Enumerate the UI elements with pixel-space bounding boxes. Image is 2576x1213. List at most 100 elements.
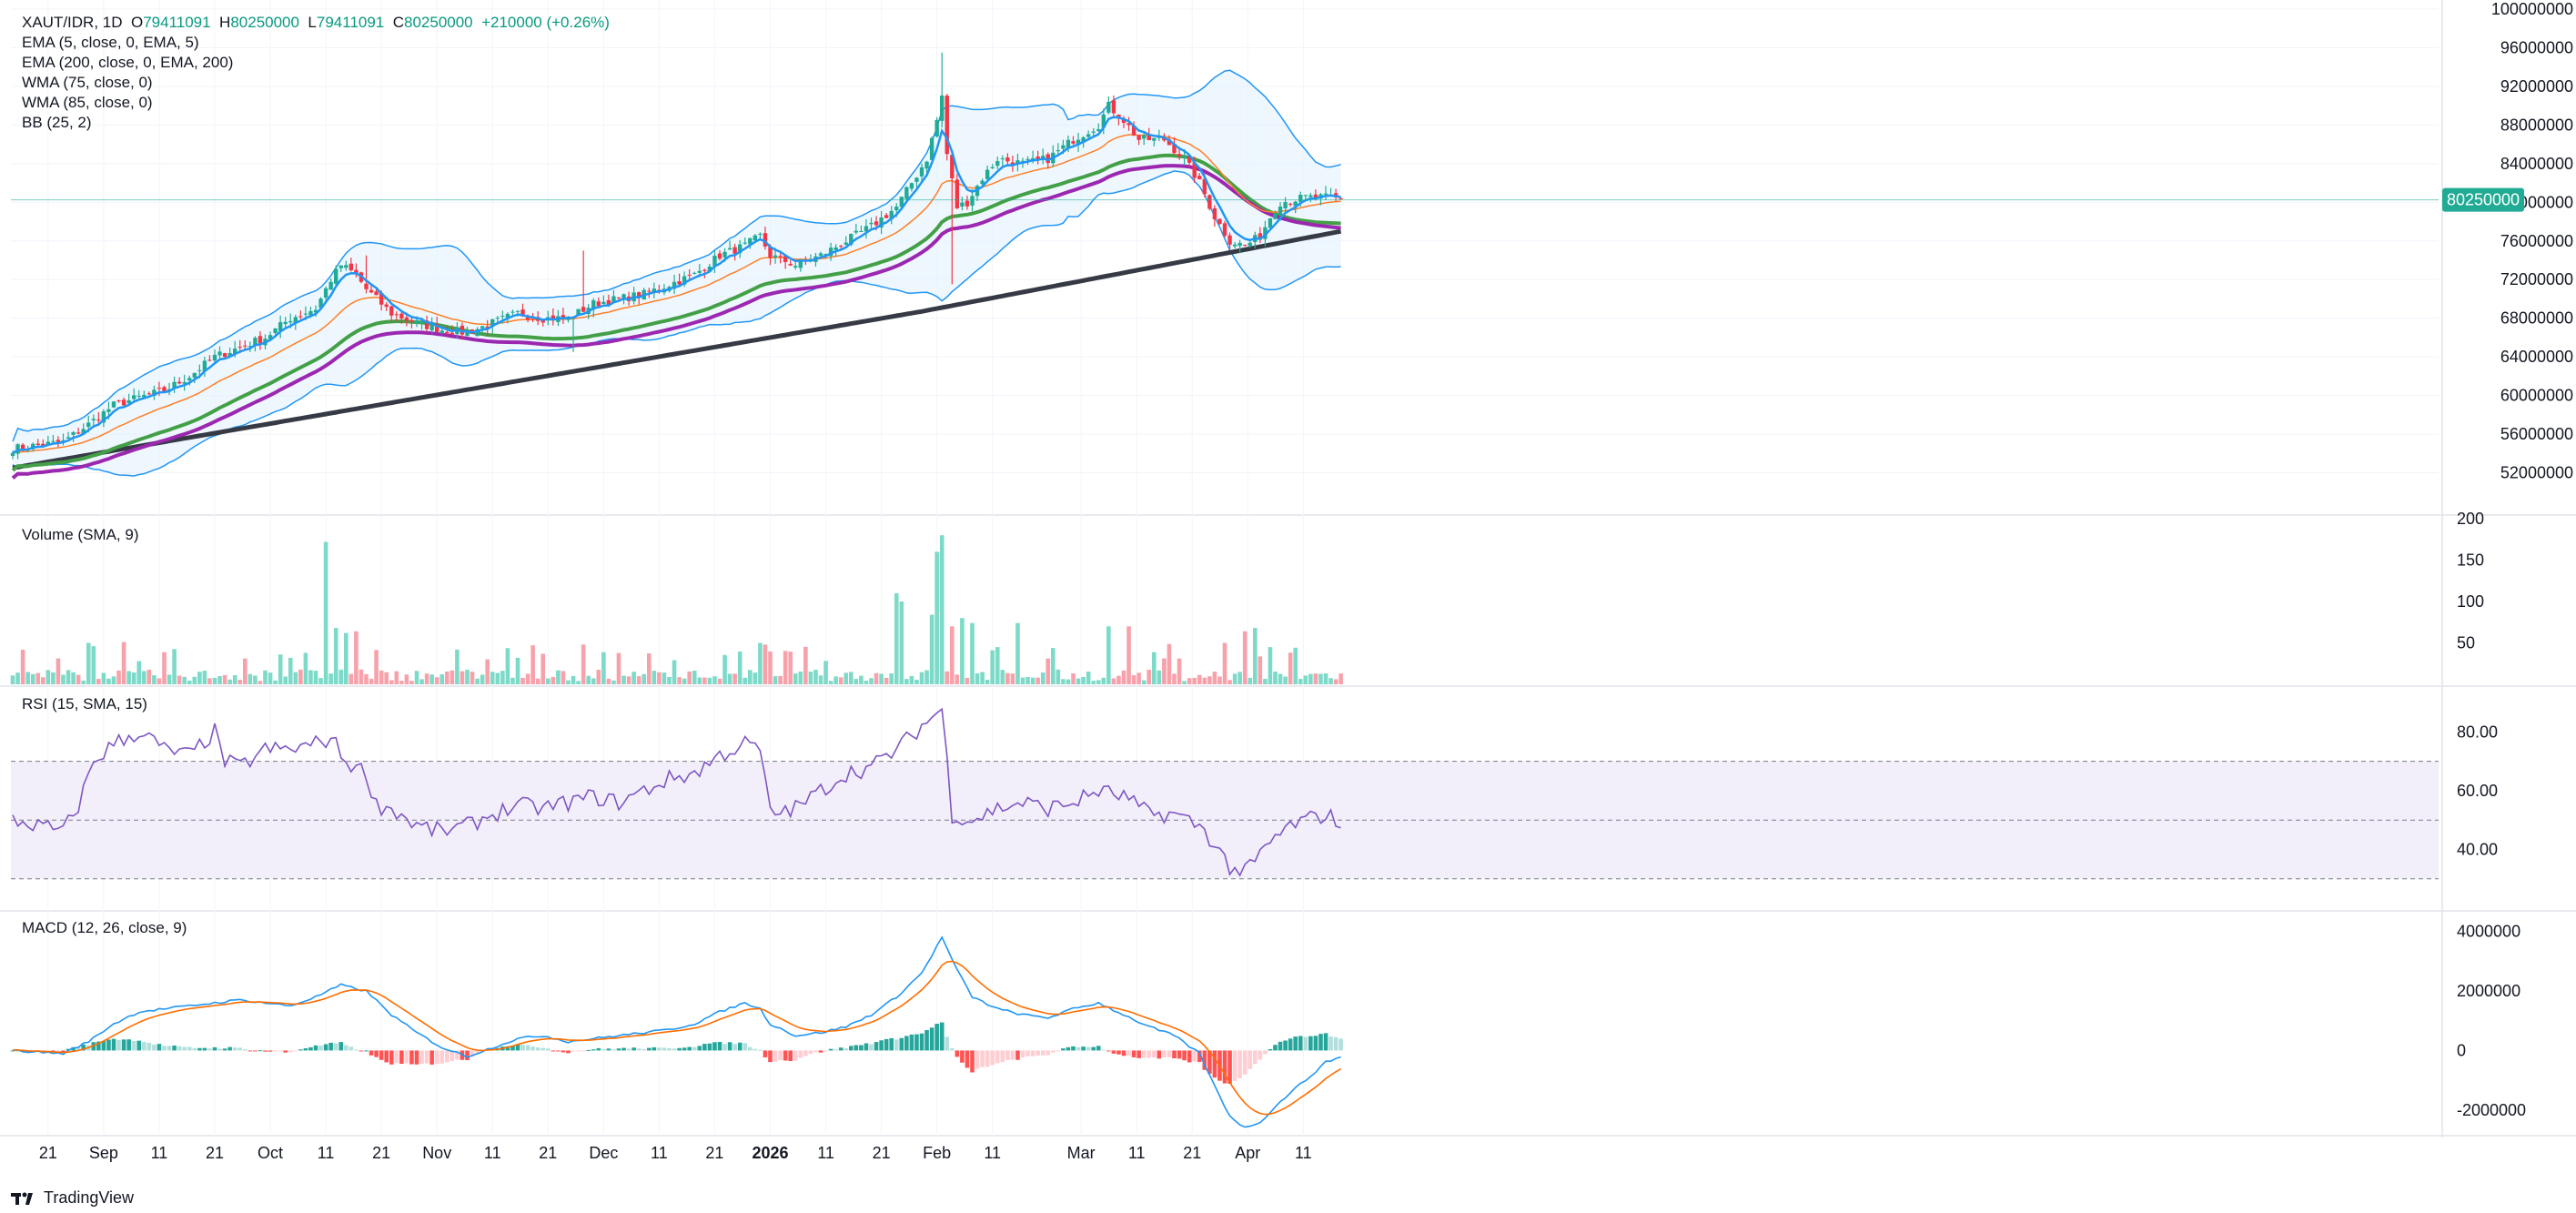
macd-hist-bar [970,1050,975,1073]
volume-bar [1030,677,1035,684]
volume-bar [904,679,909,684]
macd-hist-bar [525,1045,530,1051]
volume-bar [445,671,450,684]
macd-hist-bar [737,1042,742,1051]
macd-hist-bar [1237,1050,1242,1078]
candle-body [1308,195,1313,197]
volume-bar [1152,652,1157,684]
macd-hist-bar [237,1047,243,1051]
macd-hist-bar [1207,1050,1212,1074]
volume-bar [439,674,445,684]
candle-body [303,313,308,315]
time-tick-label: 21 [39,1144,57,1162]
macd-hist-bar [960,1050,965,1063]
candle-body [1152,137,1157,141]
macd-hist-bar [798,1050,803,1058]
indicator-wma75[interactable]: WMA (75, close, 0) [22,74,153,91]
rsi-pane-label[interactable]: RSI (15, SMA, 15) [22,695,147,713]
candle-body [344,265,349,268]
volume-bar [192,676,197,684]
rsi-tick-label: 40.00 [2457,840,2498,858]
volume-bar [364,673,369,684]
candle-body [349,263,354,271]
volume-bar [1101,677,1106,684]
candle-body [940,95,945,121]
volume-bar [758,642,763,684]
time-tick-label: 11 [1128,1144,1146,1162]
volume-bar [1273,672,1278,684]
macd-hist-bar [303,1047,308,1051]
macd-hist-bar [399,1050,404,1065]
volume-bar [1136,672,1141,684]
volume-bar [737,652,742,684]
macd-hist-bar [611,1049,616,1051]
macd-hist-bar [652,1046,657,1051]
candle-body [950,155,955,178]
volume-bar [399,681,404,684]
volume-pane-label[interactable]: Volume (SMA, 9) [22,526,139,543]
volume-bar [369,678,374,684]
candle-body [697,270,702,273]
candle-body [187,378,192,380]
candle-body [273,328,278,333]
macd-hist-bar [591,1049,596,1051]
macd-pane-label[interactable]: MACD (12, 26, close, 9) [22,919,187,936]
indicator-ema200[interactable]: EMA (200, close, 0, EMA, 200) [22,54,234,71]
candle-body [121,399,126,406]
symbol-label[interactable]: XAUT/IDR, 1D [22,14,123,31]
volume-bar [247,673,253,684]
macd-hist-bar [889,1037,894,1051]
macd-hist-bar [702,1044,707,1051]
candle-body [727,248,732,250]
candle-body [652,288,657,292]
candle-body [394,314,399,316]
volume-bar [1116,675,1121,684]
volume-bar [727,673,732,684]
macd-hist-bar [470,1050,475,1057]
brand[interactable]: TradingView [11,1188,134,1208]
macd-hist-bar [1010,1050,1015,1060]
candle-body [945,96,949,155]
macd-hist-bar [1020,1050,1025,1058]
indicator-ema5[interactable]: EMA (5, close, 0, EMA, 5) [22,34,199,51]
candle-body [45,441,51,446]
macd-hist-bar [369,1050,374,1056]
time-tick-label: Sep [89,1144,118,1162]
candle-body [1227,235,1232,245]
volume-bar [586,675,591,684]
volume-bar [157,678,162,684]
candle-body [672,281,677,289]
macd-hist-bar [313,1045,318,1051]
candle-body [101,410,106,423]
volume-bar [838,677,844,684]
time-tick-label: 21 [1183,1144,1201,1162]
volume-bar [495,672,500,684]
volume-bar [732,673,737,684]
macd-hist-bar [859,1045,864,1051]
volume-bar [142,671,146,684]
indicator-bb[interactable]: BB (25, 2) [22,114,92,131]
time-tick-label: Apr [1235,1144,1260,1162]
volume-bar [601,652,606,684]
volume-bar [884,677,889,684]
candle-body [288,320,293,323]
macd-hist-bar [687,1046,692,1051]
macd-hist-bar [152,1044,157,1051]
volume-bar [15,672,20,684]
last-price-tag [2442,187,2524,212]
candle-body [818,253,823,256]
price-tick-label: 84000000 [2500,155,2573,173]
volume-bar [212,677,217,684]
volume-bar [66,670,71,684]
candle-body [1202,178,1207,195]
candle-body [1268,218,1273,228]
indicator-wma85[interactable]: WMA (85, close, 0) [22,94,153,111]
volume-tick-label: 50 [2457,634,2475,652]
macd-hist-bar [626,1048,631,1051]
volume-bar [1212,672,1217,684]
volume-bar [1051,648,1056,684]
volume-bar [763,644,768,684]
volume-bar [818,675,823,684]
candle-body [1278,207,1283,215]
